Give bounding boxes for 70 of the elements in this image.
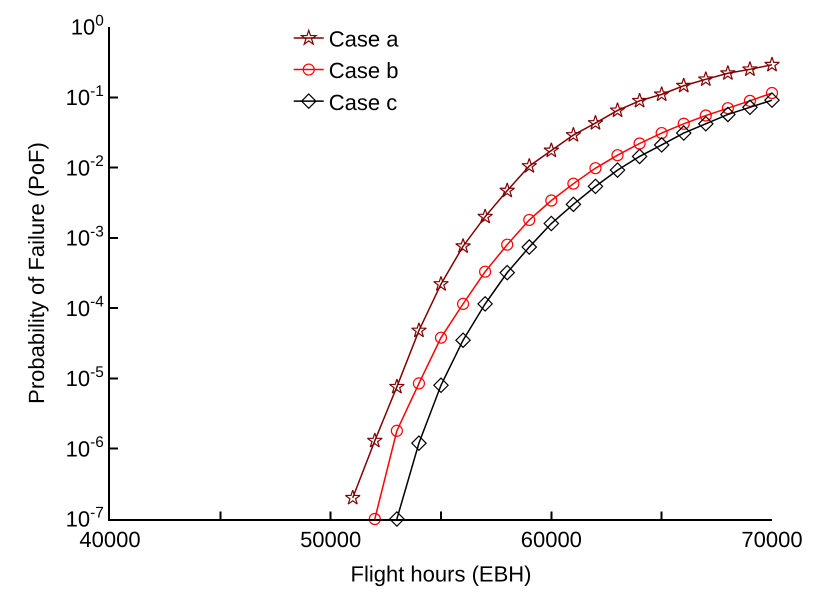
y-tick-label: 10$^{-3}$ bbox=[66, 223, 104, 251]
point bbox=[433, 377, 449, 393]
point bbox=[565, 126, 582, 142]
point bbox=[632, 148, 648, 164]
legend-label: Case a bbox=[328, 26, 400, 52]
y-tick-label: 10$^{-1}$ bbox=[66, 82, 104, 110]
point bbox=[455, 238, 471, 254]
y-tick-label: 10$^{-4}$ bbox=[66, 294, 104, 321]
point bbox=[742, 61, 758, 76]
legend-label: Case b bbox=[328, 58, 398, 84]
point bbox=[720, 64, 736, 80]
x-tick-label: 50000 bbox=[300, 527, 362, 552]
point bbox=[634, 137, 646, 150]
x-tick-label: 70000 bbox=[741, 527, 803, 552]
y-axis-title: Probability of Failure (PoF) bbox=[24, 142, 49, 404]
point bbox=[678, 118, 690, 130]
point bbox=[566, 196, 582, 212]
point bbox=[456, 298, 470, 310]
point bbox=[434, 332, 448, 344]
point bbox=[545, 194, 558, 207]
point bbox=[567, 178, 580, 190]
point bbox=[698, 116, 714, 132]
point bbox=[544, 216, 560, 232]
point bbox=[412, 377, 426, 390]
point bbox=[654, 86, 670, 102]
point bbox=[388, 378, 405, 394]
point bbox=[411, 435, 427, 451]
point bbox=[698, 71, 714, 86]
y-tick-label: 10$^{0}$ bbox=[70, 12, 104, 40]
point bbox=[479, 266, 492, 278]
point bbox=[390, 424, 403, 437]
point bbox=[366, 432, 383, 448]
point bbox=[499, 182, 516, 198]
x-tick-label: 60000 bbox=[520, 527, 582, 552]
point bbox=[676, 125, 692, 141]
point bbox=[543, 142, 560, 158]
point bbox=[611, 149, 624, 162]
point bbox=[433, 276, 449, 291]
point bbox=[764, 92, 780, 108]
point bbox=[610, 102, 626, 118]
x-axis-title: Flight hours (EBH) bbox=[350, 562, 532, 587]
point bbox=[589, 162, 602, 174]
point bbox=[610, 162, 626, 178]
point bbox=[501, 238, 514, 251]
point bbox=[588, 114, 604, 130]
point bbox=[523, 214, 536, 226]
point bbox=[676, 77, 692, 93]
point bbox=[477, 208, 494, 224]
y-tick-label: 10$^{-5}$ bbox=[66, 364, 104, 392]
point bbox=[455, 332, 471, 348]
point bbox=[389, 511, 405, 527]
point bbox=[632, 92, 648, 108]
point bbox=[766, 86, 778, 100]
point bbox=[522, 239, 538, 255]
point bbox=[521, 158, 538, 173]
point bbox=[720, 106, 736, 122]
point bbox=[764, 56, 780, 72]
point bbox=[499, 264, 515, 280]
legend-label: Case c bbox=[328, 90, 398, 115]
point bbox=[700, 109, 712, 122]
point bbox=[344, 490, 361, 505]
y-tick-label: 10$^{-2}$ bbox=[66, 153, 104, 180]
point bbox=[368, 512, 381, 526]
point bbox=[477, 296, 493, 312]
point bbox=[656, 126, 668, 140]
point bbox=[742, 100, 758, 116]
point bbox=[411, 322, 427, 338]
y-tick-label: 10$^{-6}$ bbox=[66, 434, 104, 462]
point bbox=[654, 137, 670, 153]
point bbox=[588, 178, 604, 194]
